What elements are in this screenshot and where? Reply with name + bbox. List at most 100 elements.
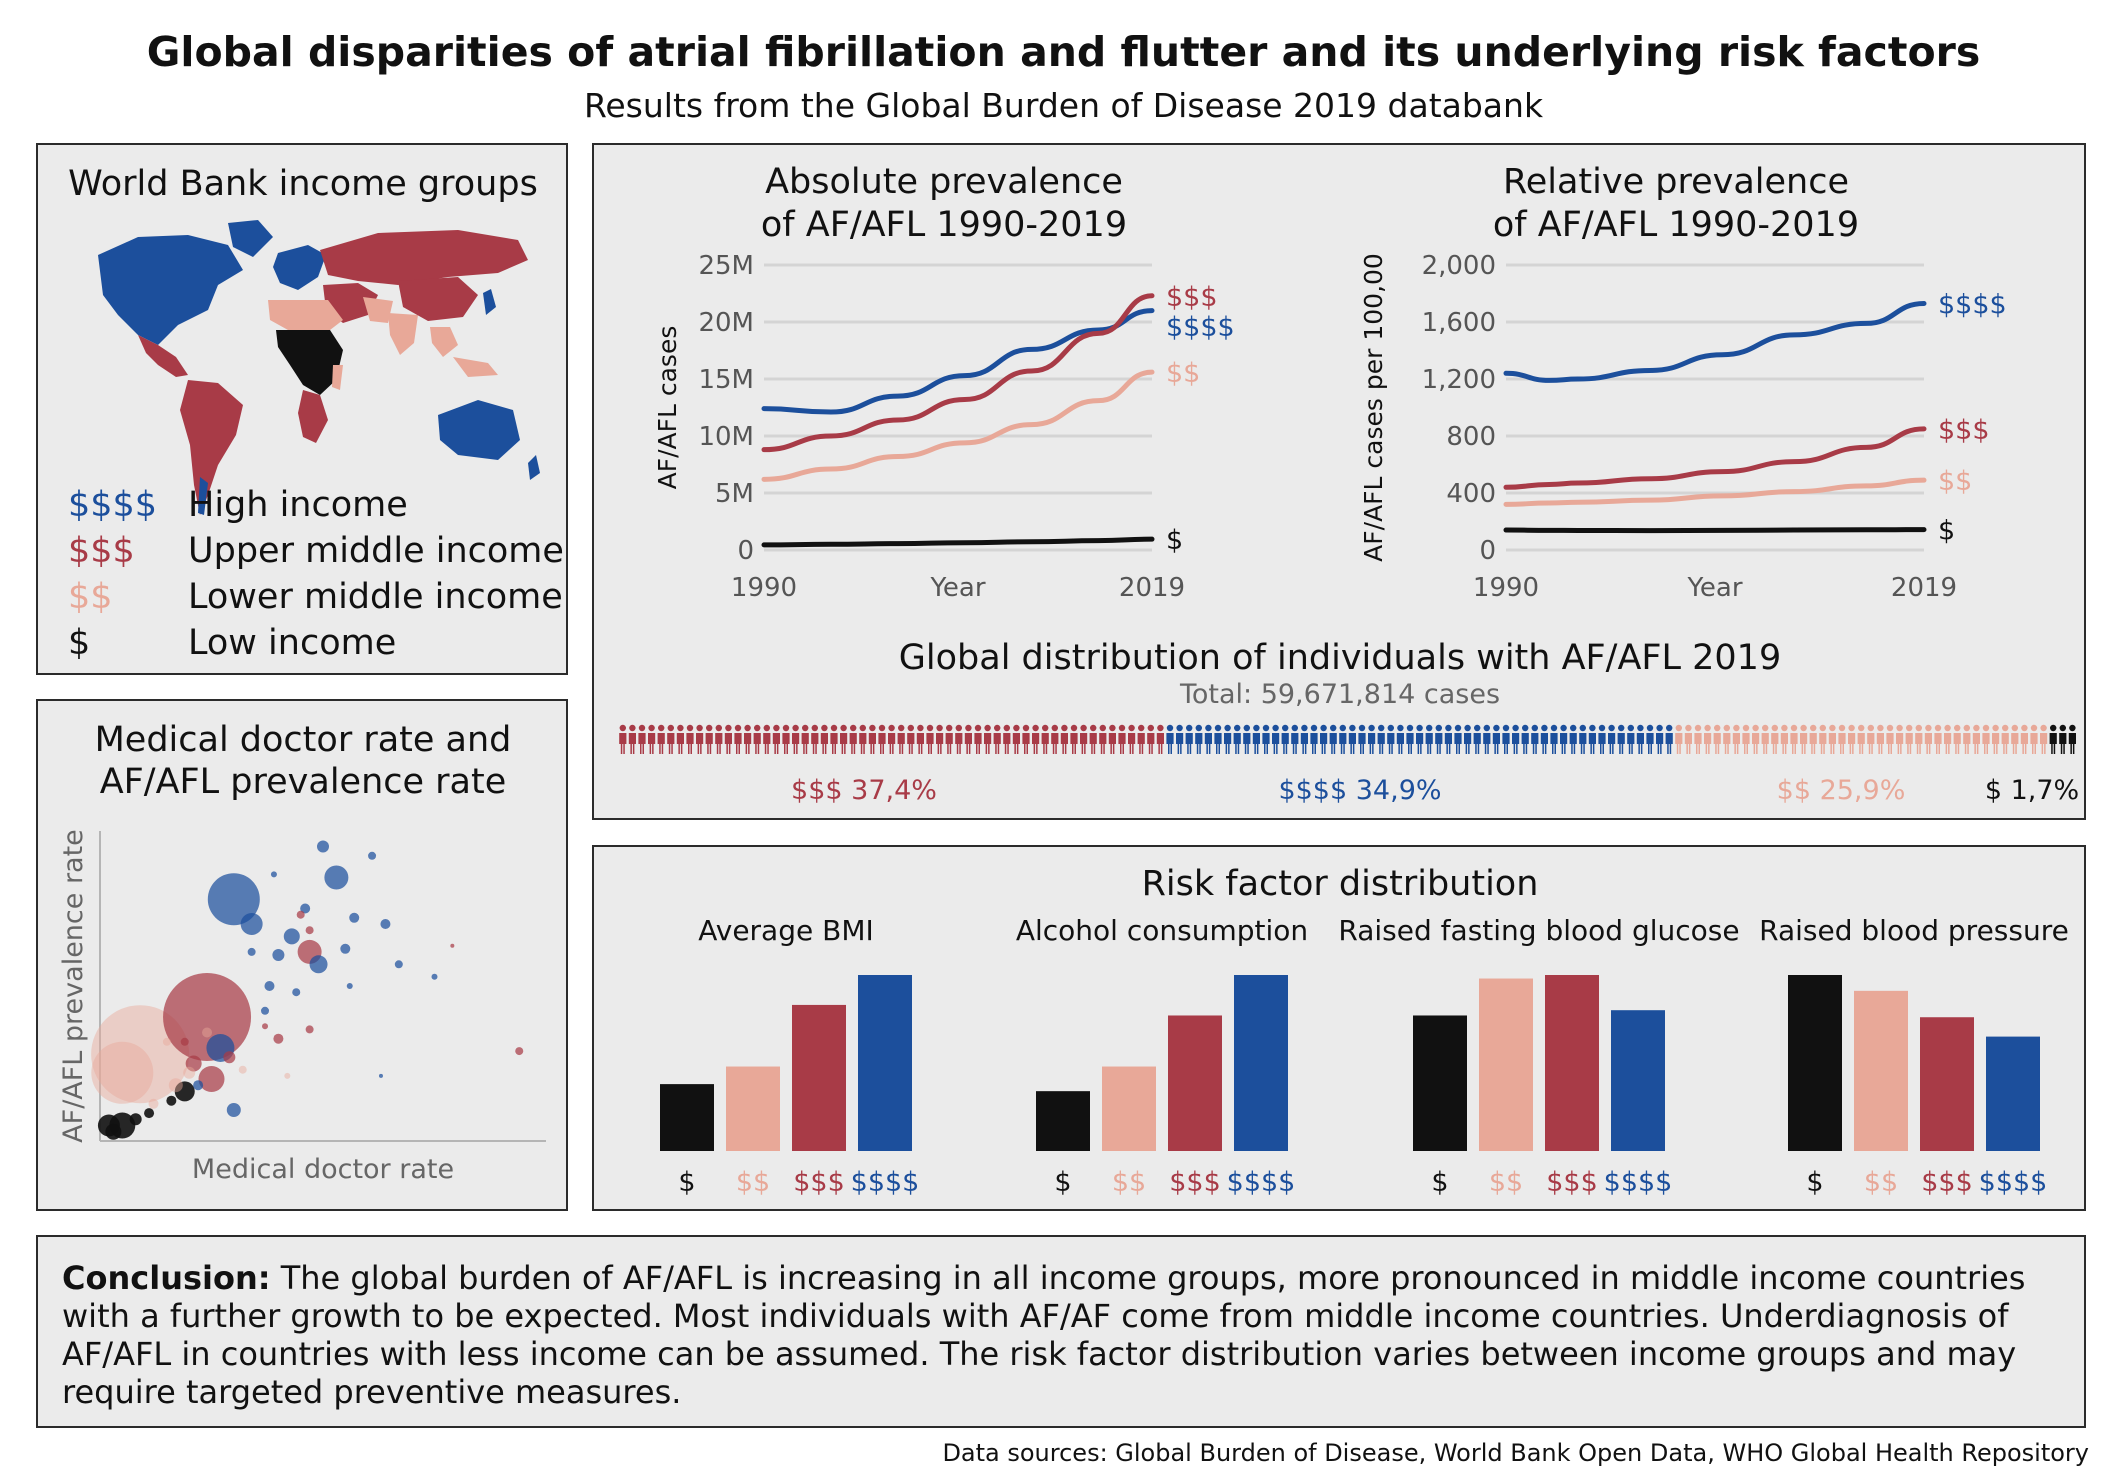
risk-bar [1788,975,1842,1151]
person-icon [926,724,934,754]
risk-bar [792,1004,846,1151]
legend-label: Lower middle income [188,577,563,617]
person-icon [1060,724,1068,754]
person-icon [1694,724,1702,754]
person-icon [1656,724,1664,754]
person-icon [878,724,886,754]
person-icon [2040,724,2048,754]
person-icon [1425,724,1433,754]
person-icon [1828,724,1836,754]
chart-title-line1: Absolute prevalence [765,162,1123,202]
person-icon [1012,724,1020,754]
risk-bar [660,1084,714,1151]
conclusion-label: Conclusion: [62,1259,271,1297]
person-icon [724,724,732,754]
risk-bar-label: $$$$ [1979,1167,2048,1198]
doctor-panel-title-line1: Medical doctor rate and [94,720,512,760]
scatter-point [105,1123,122,1140]
person-icon [1896,724,1904,754]
risk-bar-label: $$$ [1169,1167,1221,1198]
scatter-point [378,1073,383,1078]
person-icon [1704,724,1712,754]
person-icon [1608,724,1616,754]
person-icon [1147,724,1155,754]
person-icon [993,724,1001,754]
risk-group-title: Average BMI [698,914,874,947]
scatter-point [262,1023,269,1030]
person-icon [1646,724,1654,754]
person-icon [1368,724,1376,754]
y-tick-label: 0 [1479,536,1496,566]
person-icon [2059,724,2067,754]
person-icon [1550,724,1558,754]
person-icon [772,724,780,754]
person-icon [1358,724,1366,754]
doctor-panel-title-line2: AF/AFL prevalence rate [99,762,507,802]
series-line [761,369,1155,482]
person-icon [1915,724,1923,754]
scatter-point [368,851,377,860]
person-icon [1665,724,1673,754]
x-tick-label: 2019 [1119,573,1185,603]
x-tick-label: 1990 [731,573,797,603]
person-icon [1588,724,1596,754]
y-tick-label: 15M [698,365,754,395]
scatter-point [324,865,349,890]
person-icon [1953,724,1961,754]
person-icon [1272,724,1280,754]
conclusion-panel: Conclusion: The global burden of AF/AFL … [36,1235,2086,1428]
risk-group-title: Raised blood pressure [1759,914,2069,947]
person-icon [1454,724,1462,754]
series-end-label: $$$ [1166,282,1218,313]
risk-title: Risk factor distribution [1142,864,1539,904]
person-icon [1214,724,1222,754]
person-icon [686,724,694,754]
legend-symbol: $$$$ [68,485,158,525]
person-icon [801,724,809,754]
scatter-point [207,873,260,926]
person-icon [1041,724,1049,754]
person-icon [1262,724,1270,754]
person-icon [1675,724,1683,754]
x-axis-label: Year [929,573,985,603]
person-icon [1416,724,1424,754]
distribution-label: $$$ 37,4% [791,775,937,806]
scatter-point [238,1065,247,1074]
scatter-point [450,943,455,948]
scatter-point [198,1066,225,1092]
chart-title-line2: of AF/AFL 1990-2019 [1493,205,1859,245]
doctor-rate-panel: Medical doctor rate and AF/AFL prevalenc… [36,699,568,1211]
person-icon [1099,724,1107,754]
person-icon [1867,724,1875,754]
risk-bar [1036,1091,1090,1151]
page-title: Global disparities of atrial fibrillatio… [146,28,1981,76]
person-icon [1521,724,1529,754]
person-icon [676,724,684,754]
person-icon [1944,724,1952,754]
risk-bar [1854,990,1908,1151]
y-tick-label: 20M [698,308,754,338]
series-end-label: $ [1166,525,1183,556]
person-icon [1905,724,1913,754]
series-line [761,293,1155,453]
person-icon [792,724,800,754]
person-icon [830,724,838,754]
person-icon [1742,724,1750,754]
risk-bar [1920,1017,1974,1151]
risk-bar [1611,1010,1665,1151]
risk-bar [1413,1015,1467,1151]
person-icon [1579,724,1587,754]
person-icon [888,724,896,754]
y-tick-label: 1,200 [1422,365,1496,395]
person-icon [782,724,790,754]
person-icon [1070,724,1078,754]
person-icon [1963,724,1971,754]
person-icon [1176,724,1184,754]
chart-title-line2: of AF/AFL 1990-2019 [761,205,1127,245]
person-icon [984,724,992,754]
scatter-point [292,988,301,997]
scatter-point [91,1005,190,1104]
person-icon [1444,724,1452,754]
risk-bar-label: $$ [1489,1167,1523,1198]
person-icon [1732,724,1740,754]
